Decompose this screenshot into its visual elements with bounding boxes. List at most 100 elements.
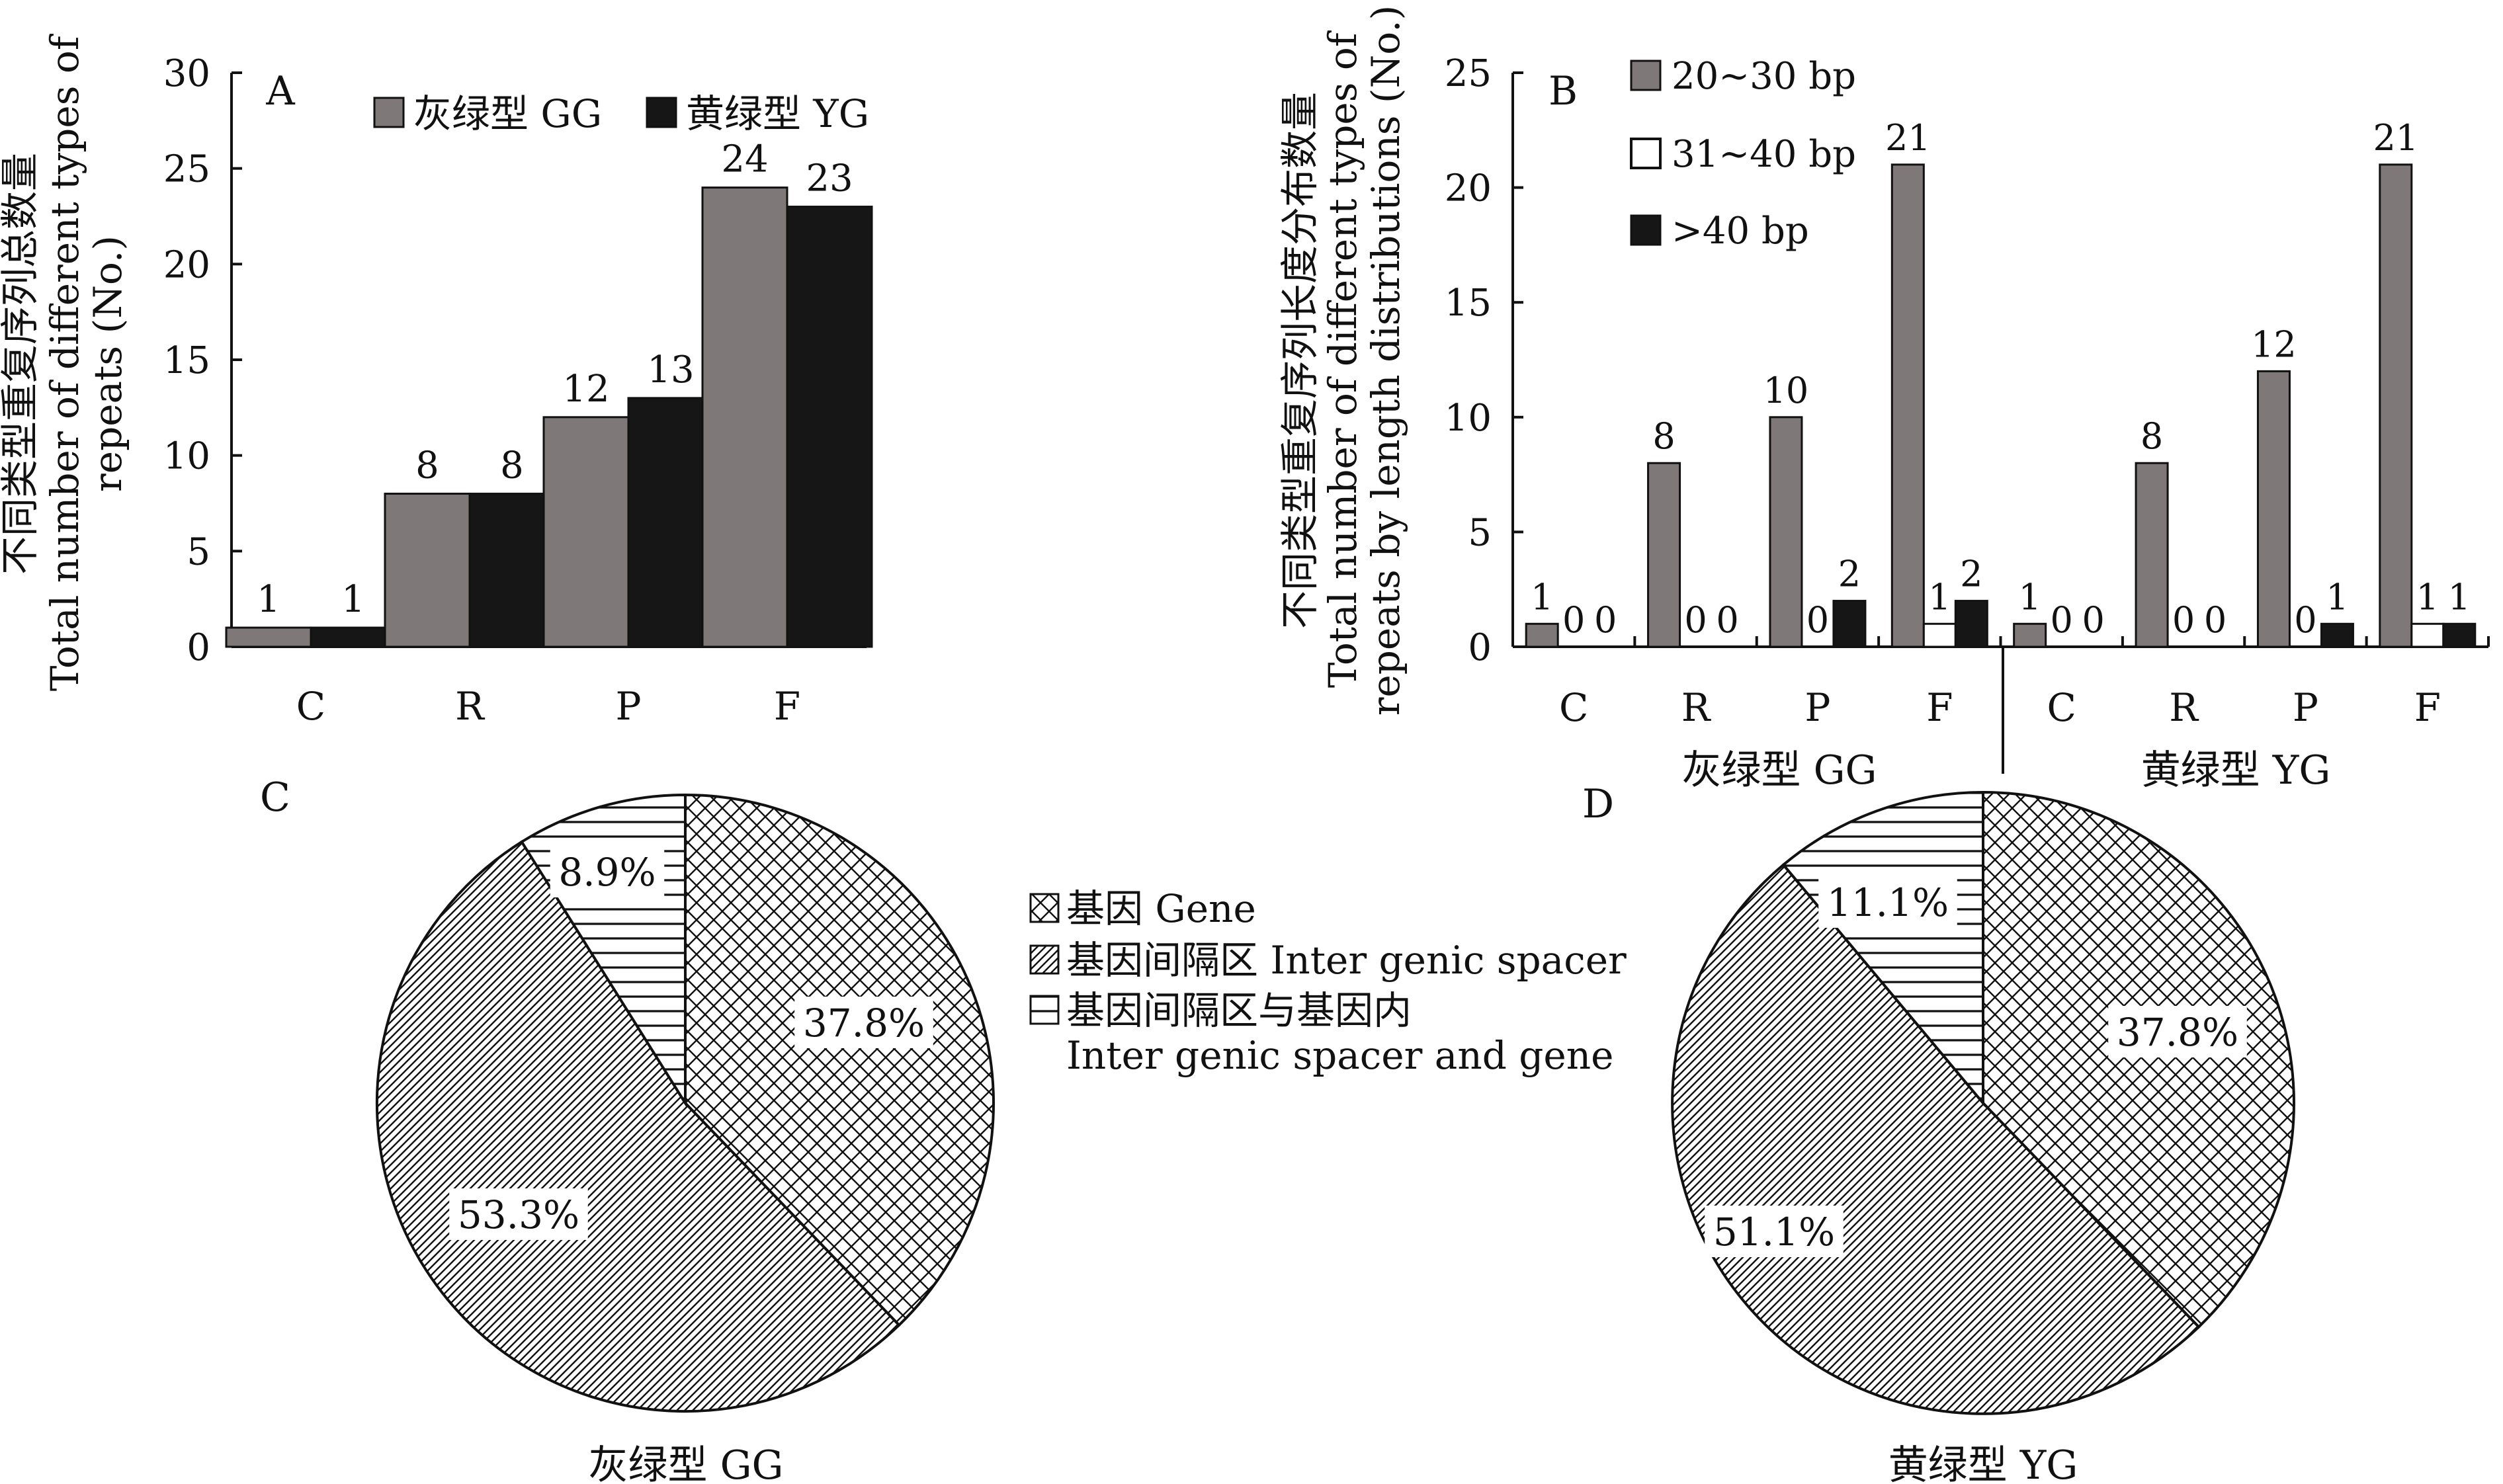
pie-slice-label: 8.9% [558,850,656,895]
a-category-label: F [774,684,800,729]
a-bar-value: 13 [647,349,694,392]
a-bar [542,416,630,648]
b-bar-value: 0 [2082,599,2105,641]
a-legend-swatch-yg [646,97,677,128]
a-bar-value: 23 [806,157,853,200]
a-bar-value: 12 [562,368,609,411]
b-legend-swatch-3 [1630,214,1662,246]
b-bar [2013,622,2047,648]
a-legend-label-gg: 灰绿型 GG [413,91,602,136]
a-ylabel-cn: 不同类型重复序列总数量 [0,153,42,575]
a-y-tick-label: 20 [163,243,210,286]
c-title: 灰绿型 GG [589,1442,784,1484]
b-bar-value: 1 [1928,576,1951,618]
b-category-label: C [2047,685,2076,730]
b-y-tick-label: 15 [1445,282,1492,325]
b-category-label: F [1926,685,1953,730]
a-ylabel-en-1: Total number of different types of [42,34,87,691]
a-bar [627,397,714,648]
b-category-label: P [2293,685,2318,730]
b-bar [1954,600,1988,648]
pie-slice-label: 53.3% [458,1192,579,1237]
pie-label-box [2108,1006,2247,1057]
b-bar-value: 0 [2204,599,2227,641]
a-y-tick-label: 30 [163,52,210,95]
b-bar-value: 0 [1806,599,1829,641]
b-bar-value: 1 [1531,576,1553,618]
a-bar-value: 8 [500,444,524,487]
a-bar [468,493,556,648]
legend-label-intergenic: 基因间隔区 Inter genic spacer [1066,938,1627,983]
b-legend-label-2: 31~40 bp [1672,133,1856,176]
legend-swatch-both [1029,995,1060,1025]
pie-chart-c: C 37.8% 53.3% 8.9% 灰绿型 GG [260,774,995,1484]
pie-slice [1781,790,1984,1107]
b-bar-value: 21 [1885,117,1931,159]
b-category-label: C [1559,685,1588,730]
b-bar-value: 1 [2448,576,2471,618]
d-pie-slices [1671,790,2295,1415]
b-bar-value: 8 [1652,415,1675,457]
a-legend-swatch-gg [373,97,405,128]
a-y-tick-label: 10 [163,435,210,478]
a-category-label: C [296,684,325,729]
b-category-label: R [2169,685,2199,730]
c-pie-slices [375,793,995,1413]
b-category-label: P [1804,685,1830,730]
b-bar-value: 12 [2251,323,2297,365]
b-bar [2442,622,2477,648]
a-bar-value: 24 [721,138,768,181]
a-y-tick-label: 0 [187,626,210,669]
b-bar [2135,462,2169,648]
b-legend-label-1: 20~30 bp [1672,55,1856,98]
b-legend-swatch-2 [1630,138,1662,169]
a-axes: 0 5 10 15 20 25 30 C R P F [163,52,868,729]
legend-label-both-line2: Inter genic spacer and gene [1066,1033,1613,1078]
b-bar [2320,622,2354,648]
a-bar [701,186,788,648]
pie-label-box [449,1188,588,1240]
b-bar-value: 1 [2326,576,2348,618]
a-category-label: P [615,684,641,729]
pie-label-box [550,846,665,897]
b-y-tick-label: 0 [1468,626,1492,669]
a-bar-value: 8 [415,444,439,487]
a-category-label: R [455,684,486,729]
b-bar [2379,163,2413,648]
pie-slice-label: 37.8% [2117,1010,2238,1055]
b-bar-value: 0 [2051,599,2073,641]
b-bar [1525,622,1559,648]
a-legend-label-yg: 黄绿型 YG [686,91,869,136]
a-ylabel-en-2: repeats (No.) [85,235,130,492]
b-bar-value: 2 [1960,554,1982,595]
pie-slice-label: 37.8% [803,1001,925,1046]
pie-slice-label: 11.1% [1827,880,1949,925]
c-slice-labels: 37.8% 53.3% 8.9% [449,846,933,1240]
b-group-label-yg: 黄绿型 YG [2141,747,2331,794]
pie-slice [375,840,902,1413]
a-bars: 1 1 8 8 12 13 24 23 [225,138,873,648]
pie-slice-label: 51.1% [1713,1210,1835,1255]
pie-slice [1671,862,2201,1415]
a-bar-value: 1 [257,578,280,621]
a-bar-value: 1 [341,578,365,621]
pie-label-box [1818,876,1957,928]
b-bar-value: 8 [2141,415,2163,457]
legend-label-both-line1: 基因间隔区与基因内 [1066,988,1412,1033]
b-group-label-gg: 灰绿型 GG [1682,747,1877,794]
b-bar-value: 10 [1763,370,1809,411]
bar-chart-a: 不同类型重复序列总数量 Total number of different ty… [0,34,873,729]
b-legend-swatch-1 [1630,60,1662,91]
bar-chart-b: 不同类型重复序列长度分布数量 Total number of different… [1277,5,2490,794]
b-bar [1922,622,1957,648]
b-bar [1890,163,1925,648]
b-panel-label: B [1548,68,1578,114]
b-bar [1832,600,1867,648]
c-panel-label: C [260,774,290,821]
legend-swatch-intergenic [1029,944,1060,975]
a-bar [225,626,312,648]
b-category-label: F [2414,685,2441,730]
